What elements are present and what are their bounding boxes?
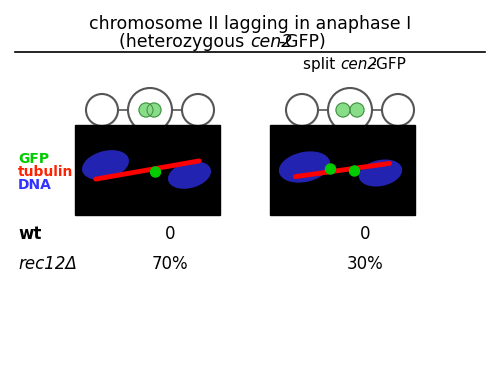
Text: split: split	[303, 57, 340, 72]
Ellipse shape	[82, 150, 129, 180]
Circle shape	[147, 103, 161, 117]
Ellipse shape	[168, 161, 211, 189]
FancyBboxPatch shape	[75, 125, 220, 215]
Text: cen2: cen2	[250, 33, 292, 51]
Text: (heterozygous: (heterozygous	[120, 33, 250, 51]
Circle shape	[139, 103, 153, 117]
Circle shape	[326, 164, 336, 174]
Circle shape	[336, 103, 350, 117]
Text: 70%: 70%	[152, 255, 188, 273]
Ellipse shape	[279, 151, 330, 183]
Circle shape	[150, 167, 160, 177]
Circle shape	[350, 166, 360, 176]
Text: -GFP: -GFP	[370, 57, 406, 72]
Text: rec12Δ: rec12Δ	[18, 255, 77, 273]
Text: 30%: 30%	[346, 255, 384, 273]
Text: DNA: DNA	[18, 178, 52, 192]
Ellipse shape	[359, 159, 402, 186]
Text: chromosome II lagging in anaphase I: chromosome II lagging in anaphase I	[89, 15, 411, 33]
Text: 0: 0	[360, 225, 370, 243]
Text: wt: wt	[18, 225, 42, 243]
Circle shape	[350, 103, 364, 117]
Text: -GFP): -GFP)	[278, 33, 326, 51]
FancyBboxPatch shape	[270, 125, 415, 215]
Text: GFP: GFP	[18, 152, 49, 166]
Text: tubulin: tubulin	[18, 165, 74, 179]
Text: cen2: cen2	[340, 57, 377, 72]
Text: 0: 0	[165, 225, 175, 243]
